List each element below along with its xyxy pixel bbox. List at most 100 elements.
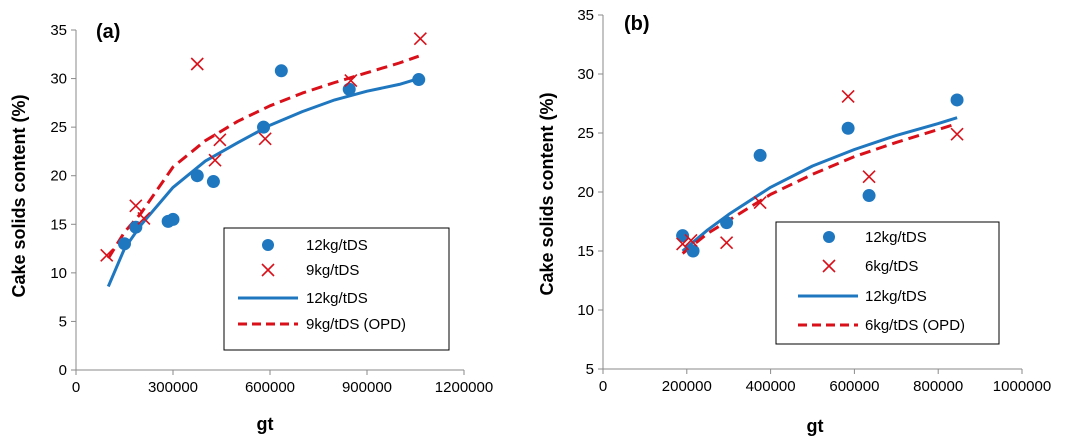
x-axis-title-b: gt: [807, 416, 824, 436]
x-tick-label-a: 300000: [148, 379, 198, 396]
x-tick-label-b: 400000: [746, 378, 796, 395]
x-axis-title-a: gt: [257, 414, 274, 434]
y-tick-label-b: 15: [577, 243, 594, 260]
y-tick-label-b: 35: [577, 7, 594, 24]
data-point-circle-b: [753, 148, 767, 162]
legend-marker-x-b: [822, 259, 836, 273]
data-point-x-b: [862, 170, 876, 184]
x-tick-label-b: 1000000: [993, 378, 1051, 395]
y-tick-label-b: 20: [577, 184, 594, 201]
data-point-circle-a: [166, 212, 180, 226]
y-tick-label-a: 35: [50, 22, 67, 39]
data-point-x-stroke: [862, 170, 876, 184]
y-tick-label-b: 30: [577, 66, 594, 83]
data-point-x-b: [720, 236, 734, 250]
x-tick-label-b: 800000: [913, 378, 963, 395]
data-point-x-stroke: [676, 237, 690, 251]
data-point-circle-a: [412, 73, 426, 87]
panel-label-b: (b): [624, 13, 650, 35]
data-point-x-b: [676, 237, 690, 251]
data-point-x-stroke: [258, 132, 272, 146]
y-tick-label-a: 25: [50, 119, 67, 136]
y-tick-label-a: 5: [59, 313, 67, 330]
data-point-circle-b: [720, 216, 734, 230]
panel-label-a: (a): [96, 21, 120, 43]
data-point-x-stroke: [413, 32, 427, 46]
x-tick-label-b: 200000: [662, 378, 712, 395]
x-tick-label-a: 1200000: [435, 379, 493, 396]
data-point-x-stroke: [684, 233, 698, 247]
data-point-circle-b: [841, 121, 855, 135]
x-tick-label-a: 0: [72, 379, 80, 396]
y-axis-title-a: Cake solids content (%): [9, 94, 29, 297]
data-point-x-a: [213, 133, 227, 147]
data-point-circle-b: [676, 229, 690, 243]
x-tick-label-b: 600000: [829, 378, 879, 395]
data-point-circle-b: [950, 93, 964, 107]
data-point-x-a: [129, 199, 143, 213]
fit-line-dashed-a: [107, 54, 420, 260]
y-tick-label-a: 20: [50, 168, 67, 185]
data-point-x-stroke: [190, 57, 204, 71]
data-point-x-a: [258, 132, 272, 146]
data-point-x-b: [684, 233, 698, 247]
data-point-x-a: [190, 57, 204, 71]
fit-line-dashed-b: [681, 122, 958, 255]
data-point-circle-a: [257, 120, 271, 134]
data-point-circle-b: [862, 189, 876, 203]
legend-text-b-0: 12kg/tDS: [865, 229, 927, 246]
data-point-x-stroke: [213, 133, 227, 147]
legend-text-a-0: 12kg/tDS: [306, 237, 368, 254]
data-point-x-stroke: [208, 153, 222, 167]
x-tick-label-a: 900000: [342, 379, 392, 396]
legend-text-b-3: 6kg/tDS (OPD): [865, 317, 965, 334]
legend-box-a: [223, 227, 450, 351]
data-point-x-stroke: [129, 199, 143, 213]
data-point-x-stroke: [720, 236, 734, 250]
y-tick-label-b: 25: [577, 125, 594, 142]
legend-a: 12kg/tDS 9kg/tDS 12kg/tDS 9kg/tDS (OPD): [223, 227, 450, 351]
fit-line-solid-b: [681, 116, 958, 253]
y-tick-label-b: 10: [577, 302, 594, 319]
data-point-circle-a: [274, 64, 288, 78]
legend-b: 12kg/tDS 6kg/tDS 12kg/tDS 6kg/tDS (OPD): [775, 221, 1000, 345]
legend-marker-circle-a: [262, 239, 274, 251]
data-point-circle-b: [686, 244, 700, 258]
legend-text-b-2: 12kg/tDS: [865, 288, 927, 305]
data-point-x-stroke: [753, 196, 767, 210]
data-point-x-a: [413, 32, 427, 46]
y-tick-label-a: 10: [50, 265, 67, 282]
chart-panel-a: 0 5 10 15 20 25 30 35 0 300000 600000 900000 1200000…: [9, 21, 493, 434]
data-point-x-b: [753, 196, 767, 210]
data-point-x-stroke: [344, 73, 358, 88]
data-point-x-stroke: [950, 127, 964, 141]
y-tick-label-b: 5: [586, 361, 594, 378]
chart-panel-b: 5 10 15 20 25 30 35 0 200000 400000 600000 800000 10…: [537, 7, 1051, 436]
data-point-x-a: [137, 211, 151, 226]
y-tick-label-a: 0: [59, 362, 67, 379]
legend-text-a-1: 9kg/tDS: [306, 262, 359, 279]
data-point-x-stroke: [137, 211, 151, 226]
legend-text-b-1: 6kg/tDS: [865, 258, 918, 275]
data-point-circle-a: [206, 175, 220, 189]
x-tick-label-a: 600000: [245, 379, 295, 396]
x-tick-label-b: 0: [599, 378, 607, 395]
data-point-circle-a: [342, 82, 356, 96]
data-point-circle-a: [190, 169, 204, 183]
legend-text-a-3: 9kg/tDS (OPD): [306, 316, 406, 333]
data-point-x-stroke: [100, 248, 114, 262]
data-point-x-b: [841, 89, 855, 103]
legend-text-a-2: 12kg/tDS: [306, 290, 368, 307]
data-point-x-a: [100, 248, 114, 262]
data-point-x-stroke: [841, 89, 855, 103]
data-point-x-a: [208, 153, 222, 167]
data-point-circle-a: [118, 237, 131, 251]
legend-marker-circle-b: [823, 231, 835, 243]
data-point-x-b: [950, 127, 964, 141]
legend-marker-x-a: [261, 263, 275, 277]
y-axis-title-b: Cake solids content (%): [537, 92, 557, 295]
data-point-x-a: [344, 73, 358, 88]
y-tick-label-a: 15: [50, 216, 67, 233]
y-tick-label-a: 30: [50, 71, 67, 88]
